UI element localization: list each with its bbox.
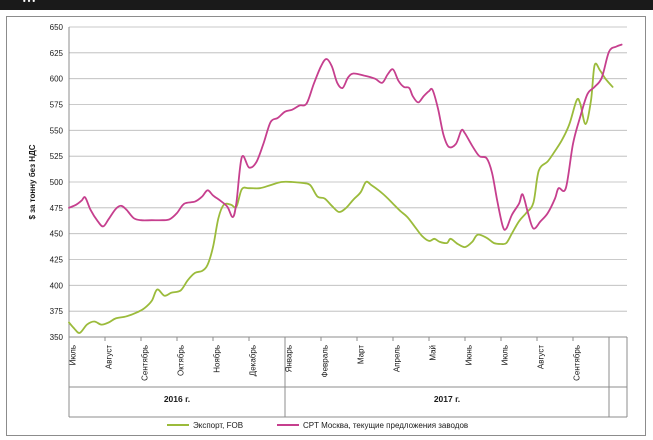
y-tick-label-550: 550 [50,126,64,135]
y-axis-label: $ за тонну без НДС [28,144,37,219]
y-tick-label-500: 500 [50,178,64,187]
top-rule [0,0,653,10]
header-snippet: … [22,0,37,7]
x-tick-label-month: Март [357,345,366,364]
x-tick-label-month: Август [105,345,114,369]
y-tick-label-600: 600 [50,75,64,84]
x-tick-label-month: Май [429,345,438,361]
y-tick-label-425: 425 [50,256,64,265]
legend-label: CPT Москва, текущие предложения заводов [303,421,468,430]
series-line-cpt-moscow [68,43,623,231]
x-tick-label-month: Октябрь [177,345,186,376]
x-tick-label-month: Сентябрь [141,345,150,381]
series-line-export-fob [68,62,614,334]
x-tick-label-month: Сентябрь [573,345,582,381]
x-tick-label-month: Февраль [321,345,330,378]
x-tick-label-month: Апрель [393,345,402,372]
price-chart: 350 375 400 425 450 475 500 525 550 575 600 625 650 $… [28,23,628,430]
x-tick-label-month: Январь [285,345,294,372]
x-tick-label-month: Август [537,345,546,369]
legend-label: Экспорт, FOB [193,421,243,430]
y-tick-label-350: 350 [50,333,64,342]
chart-frame: 350 375 400 425 450 475 500 525 550 575 600 625 650 $… [6,16,646,436]
year-label: 2017 г. [434,394,460,404]
x-tick-label-month: Июль [69,345,78,365]
x-tick-label-month: Декабрь [249,345,258,376]
x-tick-label-month: Июнь [465,345,474,365]
y-tick-label-625: 625 [50,49,64,58]
y-tick-label-650: 650 [50,23,64,32]
x-tick-label-month: Июль [501,345,510,365]
y-tick-label-450: 450 [50,230,64,239]
y-tick-label-525: 525 [50,152,64,161]
y-tick-label-375: 375 [50,307,64,316]
x-tick-label-month: Ноябрь [213,345,222,373]
y-tick-label-575: 575 [50,101,64,110]
year-label: 2016 г. [164,394,190,404]
y-tick-label-475: 475 [50,204,64,213]
y-tick-label-400: 400 [50,281,64,290]
